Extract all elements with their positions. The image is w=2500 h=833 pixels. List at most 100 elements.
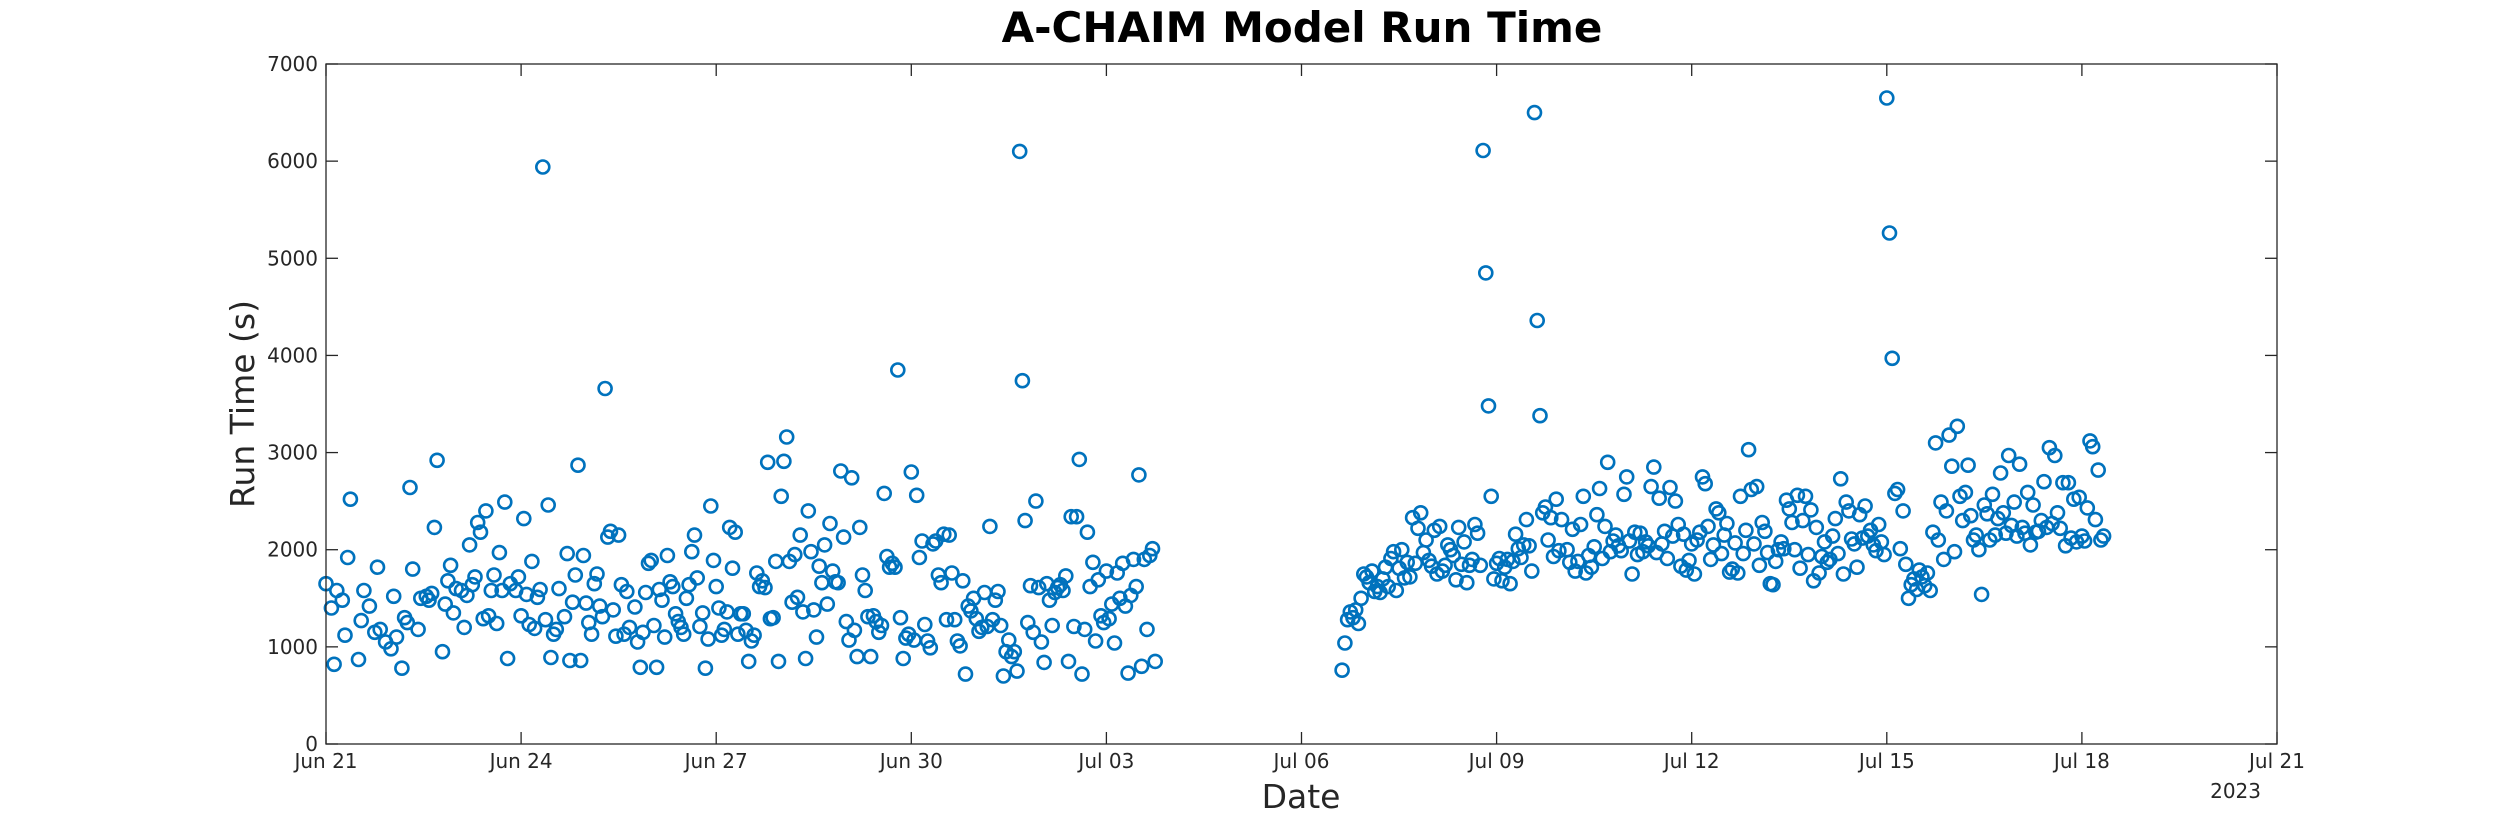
data-point: [1849, 559, 1865, 576]
data-point: [472, 524, 489, 541]
y-tick-label: 6000: [267, 149, 318, 173]
data-point: [982, 518, 998, 535]
data-point: [686, 527, 703, 543]
data-point: [1643, 478, 1659, 495]
data-point: [1334, 662, 1350, 679]
data-point: [767, 553, 784, 570]
data-point: [1732, 488, 1749, 505]
data-point: [1526, 104, 1543, 121]
data-point: [499, 650, 516, 667]
data-point: [1437, 557, 1453, 574]
data-point: [491, 544, 508, 561]
data-point: [1808, 519, 1825, 536]
data-point: [2055, 474, 2071, 491]
data-point: [478, 503, 494, 519]
data-point: [1131, 467, 1147, 483]
data-point: [895, 650, 912, 667]
data-point: [805, 602, 822, 618]
data-point: [708, 578, 725, 595]
data-point: [797, 650, 814, 667]
data-point: [667, 605, 684, 622]
data-point: [1364, 563, 1380, 579]
data-point: [1472, 557, 1489, 574]
data-point: [1133, 658, 1150, 675]
data-point: [510, 569, 527, 585]
data-point: [889, 362, 906, 378]
data-point: [843, 469, 860, 486]
data-point: [1919, 565, 1936, 581]
data-point: [1494, 572, 1510, 589]
data-point: [1090, 571, 1107, 588]
data-point: [2052, 520, 2068, 537]
data-point: [1028, 493, 1044, 509]
data-point: [862, 648, 879, 665]
data-point: [1797, 488, 1814, 505]
data-point: [2036, 473, 2052, 490]
data-point: [1968, 527, 1984, 543]
data-point: [1946, 543, 1963, 560]
data-point: [646, 617, 662, 634]
data-point: [1949, 418, 1966, 435]
data-point: [838, 613, 855, 630]
data-point: [1431, 518, 1448, 535]
data-point: [811, 558, 828, 575]
data-point: [689, 570, 706, 586]
data-point: [1727, 535, 1743, 551]
data-point: [1459, 574, 1475, 591]
data-point: [456, 619, 473, 636]
data-point: [1098, 563, 1115, 579]
data-point: [1128, 578, 1144, 595]
data-point: [2079, 500, 2096, 516]
data-point: [486, 567, 502, 583]
data-point: [952, 638, 968, 654]
data-point: [1662, 479, 1678, 496]
data-point: [1697, 475, 1713, 492]
data-point: [529, 589, 546, 606]
data-point: [467, 569, 483, 585]
data-point: [1079, 524, 1096, 541]
data-point: [1448, 571, 1464, 588]
data-point: [1721, 564, 1738, 580]
data-point: [2022, 537, 2039, 553]
data-point: [562, 652, 578, 669]
data-point: [534, 159, 551, 175]
data-point: [1881, 225, 1898, 241]
data-point: [559, 545, 576, 562]
data-point: [1543, 509, 1559, 526]
data-point: [2006, 494, 2022, 510]
data-point: [659, 547, 676, 564]
data-point: [1469, 525, 1486, 542]
data-point: [480, 607, 497, 624]
data-point: [2071, 489, 2087, 506]
data-point: [740, 653, 757, 670]
data-point: [1927, 435, 1944, 451]
data-point: [1066, 618, 1082, 635]
data-point: [795, 604, 811, 620]
data-point: [1824, 528, 1841, 544]
data-point: [583, 626, 600, 643]
data-point: [1686, 566, 1703, 582]
data-point: [1589, 506, 1605, 523]
data-point: [946, 611, 963, 628]
data-point: [922, 639, 939, 656]
data-point: [1532, 407, 1548, 424]
data-point: [1659, 550, 1676, 567]
data-point: [469, 514, 486, 531]
data-point: [773, 488, 790, 505]
data-point: [1930, 532, 1947, 548]
data-point: [1784, 514, 1800, 531]
data-point: [1835, 566, 1852, 582]
data-point: [1973, 586, 1990, 603]
data-point: [1754, 514, 1770, 531]
data-point: [1521, 537, 1537, 554]
data-point: [323, 600, 340, 616]
data-point: [342, 491, 359, 508]
data-point: [892, 609, 909, 626]
data-point: [1971, 541, 1987, 558]
data-point: [2076, 533, 2093, 549]
data-point: [2049, 504, 2066, 521]
data-point: [1044, 617, 1060, 634]
data-point: [933, 574, 949, 591]
data-point: [591, 598, 608, 614]
plot-area-frame: [325, 63, 2278, 745]
